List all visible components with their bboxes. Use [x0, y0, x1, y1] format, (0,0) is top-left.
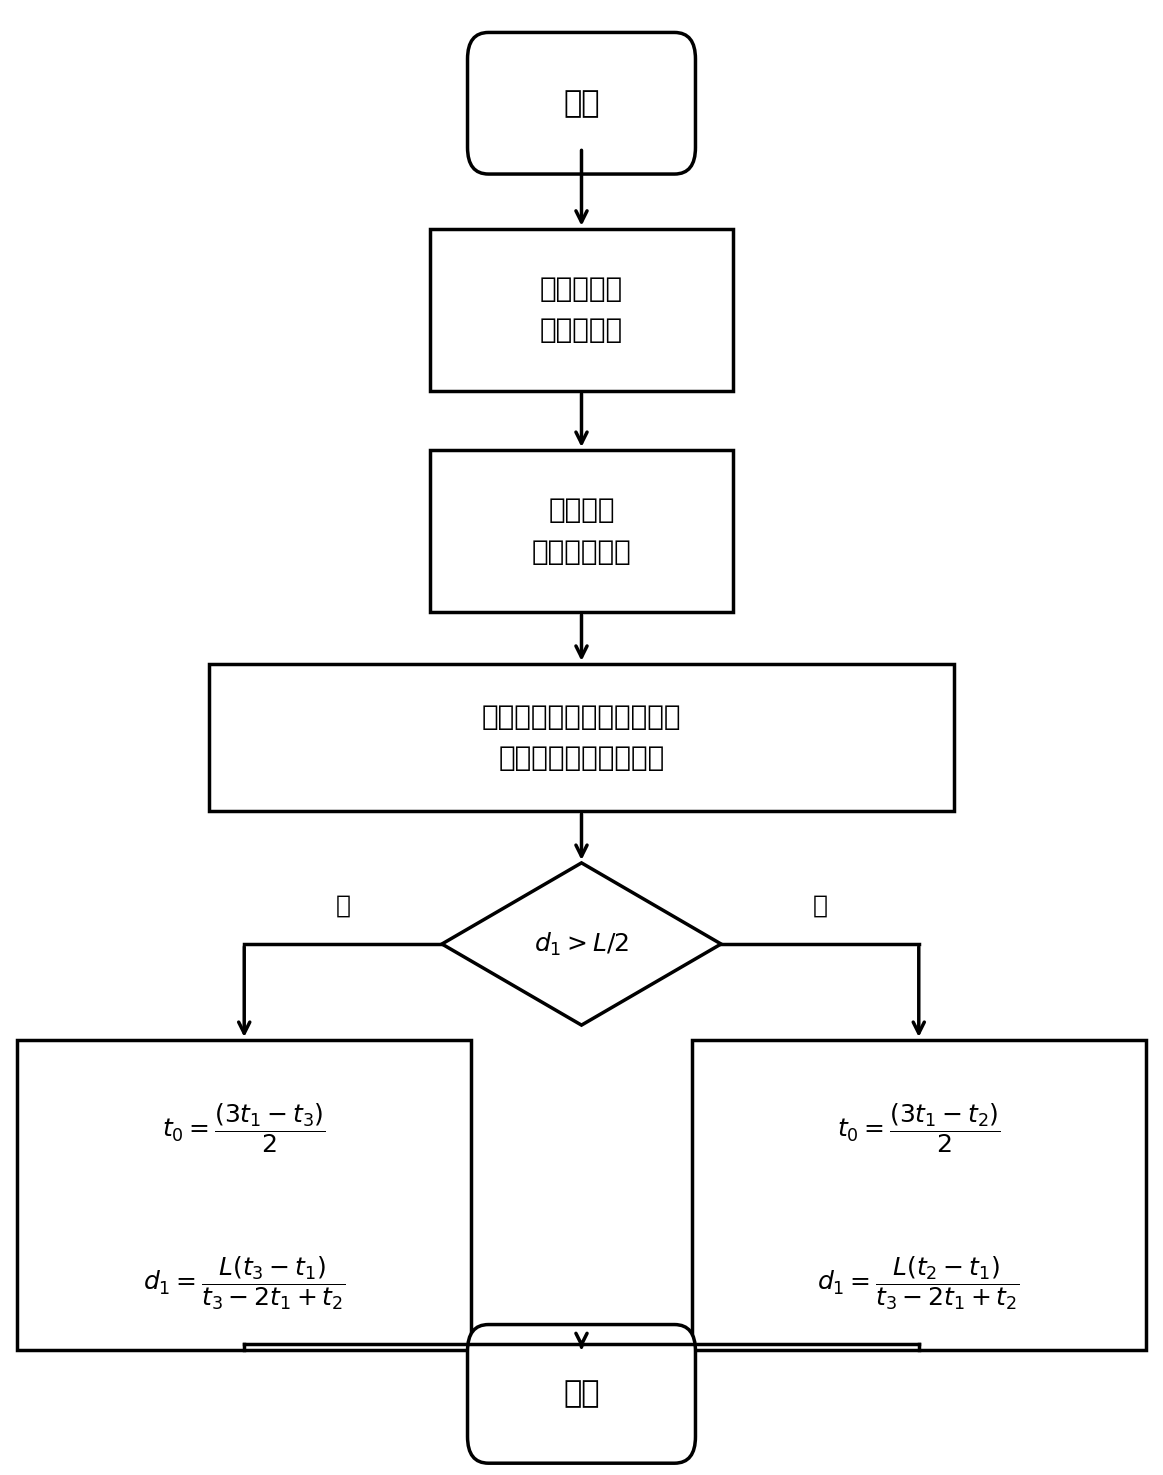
Bar [17, 1040, 471, 1350]
Bar [209, 664, 954, 811]
Text: 是: 是 [336, 894, 350, 917]
Bar [430, 450, 733, 612]
Text: $d_1 = \dfrac{L(t_3 - t_1)}{t_3 - 2t_1 + t_2}$: $d_1 = \dfrac{L(t_3 - t_1)}{t_3 - 2t_1 +… [143, 1255, 345, 1311]
Text: $d_1 = \dfrac{L(t_2 - t_1)}{t_3 - 2t_1 + t_2}$: $d_1 = \dfrac{L(t_2 - t_1)}{t_3 - 2t_1 +… [818, 1255, 1020, 1311]
Text: $t_0 = \dfrac{(3t_1 - t_3)}{2}$: $t_0 = \dfrac{(3t_1 - t_3)}{2}$ [163, 1102, 326, 1155]
Polygon shape [442, 863, 721, 1025]
Text: 结束: 结束 [563, 1379, 600, 1409]
Bar [692, 1040, 1146, 1350]
Bar [430, 229, 733, 391]
Text: $t_0 = \dfrac{(3t_1 - t_2)}{2}$: $t_0 = \dfrac{(3t_1 - t_2)}{2}$ [837, 1102, 1000, 1155]
Text: 信号进行
变分模态分解: 信号进行 变分模态分解 [531, 497, 632, 565]
Text: 开始: 开始 [563, 88, 600, 118]
Text: 否: 否 [813, 894, 827, 917]
Text: 对称差分能量算子提取暂态
行波波头到达时刻信息: 对称差分能量算子提取暂态 行波波头到达时刻信息 [481, 704, 682, 771]
FancyBboxPatch shape [468, 32, 695, 174]
Text: 行波信号进
行相模转换: 行波信号进 行相模转换 [540, 276, 623, 344]
Text: $d_1>L/2$: $d_1>L/2$ [534, 931, 629, 957]
FancyBboxPatch shape [468, 1325, 695, 1463]
